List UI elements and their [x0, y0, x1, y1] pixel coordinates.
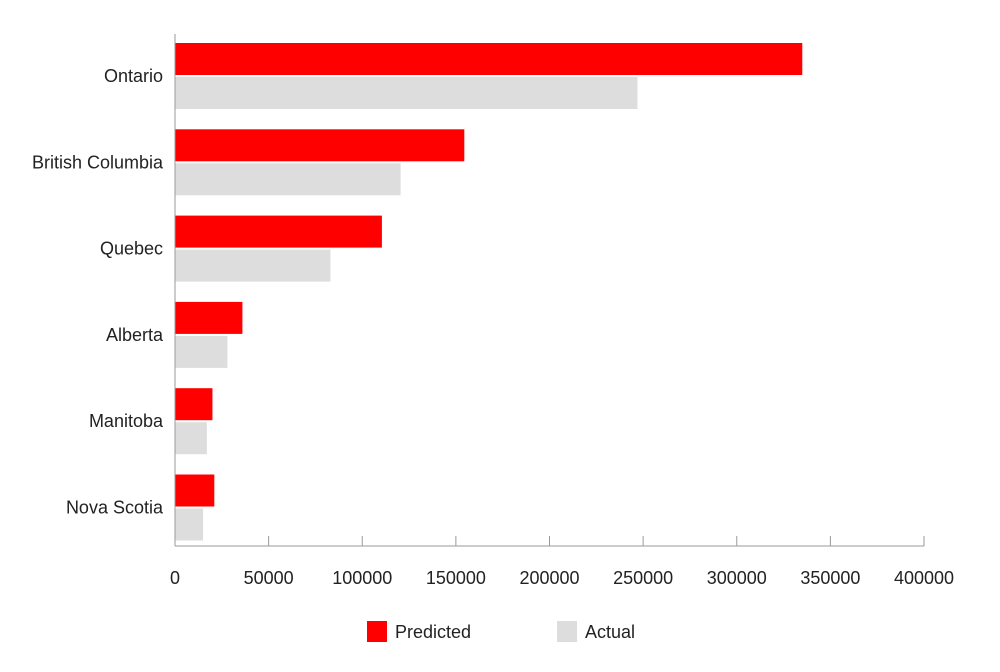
bar-actual-manitoba: [175, 422, 207, 455]
bar-predicted-manitoba: [175, 388, 213, 421]
bar-actual-ontario: [175, 77, 638, 109]
bar-actual-nova-scotia: [175, 508, 204, 541]
bar-actual-quebec: [175, 249, 331, 282]
x-tick-label: 250000: [613, 568, 673, 588]
legend-swatch-predicted: [367, 621, 387, 642]
category-label: Manitoba: [89, 411, 164, 431]
labels-layer: Ontario British Columbia Quebec Alberta Mani…: [32, 66, 954, 588]
bar-predicted-ontario: [175, 43, 803, 75]
x-tick-label: 100000: [332, 568, 392, 588]
bar-predicted-alberta: [175, 301, 243, 334]
bar-predicted-quebec: [175, 215, 382, 248]
category-label: Quebec: [100, 239, 163, 259]
bar-predicted-british-columbia: [175, 129, 465, 162]
category-label: Alberta: [106, 325, 164, 345]
x-tick-label: 50000: [244, 568, 294, 588]
category-label: British Columbia: [32, 152, 164, 172]
x-tick-label: 200000: [519, 568, 579, 588]
category-label: Ontario: [104, 66, 163, 86]
legend: Predicted Actual: [367, 621, 635, 642]
x-tick-label: 0: [170, 568, 180, 588]
axes-layer: [174, 34, 925, 547]
legend-swatch-actual: [557, 621, 577, 642]
bar-predicted-nova-scotia: [175, 474, 215, 507]
legend-label-actual: Actual: [585, 622, 635, 642]
x-tick-label: 150000: [426, 568, 486, 588]
x-tick-label: 350000: [800, 568, 860, 588]
legend-label-predicted: Predicted: [395, 622, 471, 642]
category-label: Nova Scotia: [66, 498, 164, 518]
bar-actual-british-columbia: [175, 163, 401, 196]
bar-actual-alberta: [175, 335, 228, 368]
x-tick-label: 300000: [707, 568, 767, 588]
x-tick-label: 400000: [894, 568, 954, 588]
bars-layer: [175, 43, 803, 541]
